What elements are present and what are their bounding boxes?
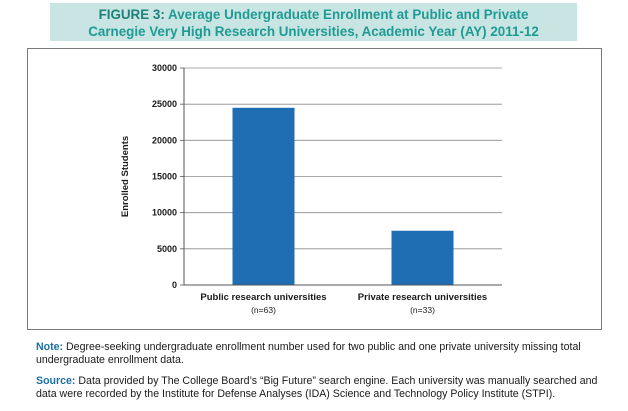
gridlines bbox=[184, 67, 502, 250]
source-label: Source: bbox=[36, 375, 76, 387]
x-category-sublabel: (n=63) bbox=[251, 305, 276, 315]
x-category-label: Public research universities bbox=[200, 292, 326, 303]
figure-title-line-1: FIGURE 3: Average Undergraduate Enrollme… bbox=[50, 6, 577, 23]
figure-number: FIGURE 3: bbox=[98, 7, 165, 22]
y-tick-label: 10000 bbox=[152, 208, 177, 218]
y-tick-label: 30000 bbox=[152, 63, 177, 73]
chart-frame: 0 5000 10000 15000 20000 25000 30000 Public res… bbox=[27, 48, 602, 330]
source-text: Data provided by The College Board’s “Bi… bbox=[36, 375, 598, 400]
bar bbox=[391, 230, 454, 285]
figure-title-text: Average Undergraduate Enrollment at Publ… bbox=[168, 7, 529, 22]
note-text: Degree-seeking undergraduate enrollment … bbox=[36, 341, 581, 366]
x-category-sublabel: (n=33) bbox=[410, 305, 435, 315]
y-axis-title: Enrolled Students bbox=[120, 136, 131, 217]
figure-title-line-2: Carnegie Very High Research Universities… bbox=[88, 24, 539, 39]
y-tick-label: 20000 bbox=[152, 135, 177, 145]
bar-chart: 0 5000 10000 15000 20000 25000 30000 Public res… bbox=[120, 63, 502, 315]
note-label: Note: bbox=[36, 341, 64, 353]
y-tick-label: 15000 bbox=[152, 172, 177, 182]
chart-source: Source: Data provided by The College Boa… bbox=[36, 375, 606, 401]
figure-title-banner: FIGURE 3: Average Undergraduate Enrollme… bbox=[50, 3, 577, 41]
chart-note: Note: Degree-seeking undergraduate enrol… bbox=[36, 341, 606, 367]
axis-labels: 0 5000 10000 15000 20000 25000 30000 Public res… bbox=[120, 63, 487, 315]
bar bbox=[232, 107, 295, 286]
x-category-label: Private research universities bbox=[358, 292, 487, 303]
y-tick-label: 0 bbox=[172, 280, 177, 290]
axes bbox=[180, 67, 502, 286]
y-tick-label: 5000 bbox=[157, 244, 177, 254]
y-tick-label: 25000 bbox=[152, 99, 177, 109]
bars bbox=[232, 107, 454, 286]
